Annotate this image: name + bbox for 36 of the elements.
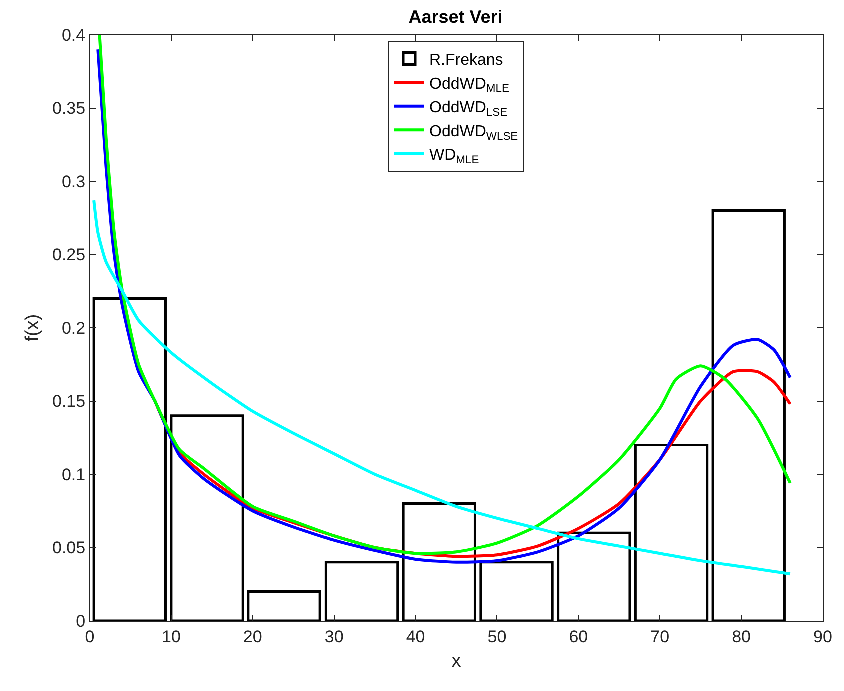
bar (712, 210, 786, 621)
y-tick-label: 0.25 (52, 246, 86, 265)
y-tick-label: 0.1 (62, 465, 86, 484)
bar (480, 561, 554, 621)
legend-label: OddWD$_{LSE}$ (430, 100, 508, 119)
legend-label: R.Frekans (430, 52, 504, 69)
x-tick-label: 10 (162, 627, 181, 646)
chart-title: Aarset Veri (408, 6, 503, 27)
y-tick-label: 0.3 (62, 172, 86, 192)
y-tick-label: 0.15 (52, 392, 86, 412)
legend-label: OddWD$_{WLSE}$ (430, 123, 518, 143)
bar (170, 414, 244, 621)
y-tick-label: 0.2 (62, 318, 86, 338)
y-tick-label: 0.35 (52, 99, 86, 118)
bar (634, 444, 709, 621)
y-tick-label: 0.4 (62, 26, 86, 45)
legend-label: OddWD$_{MLE}$ (430, 76, 510, 96)
bar (92, 297, 167, 621)
x-tick-label: 60 (569, 627, 588, 646)
x-tick-label: 30 (324, 627, 344, 646)
x-tick-label: 20 (243, 627, 262, 646)
x-tick-label: 70 (650, 627, 670, 646)
x-tick-label: 90 (814, 627, 832, 646)
bar (557, 532, 632, 621)
line-series (92, 199, 792, 576)
x-tick-label: 50 (488, 627, 507, 646)
y-tick-label: 0.05 (52, 538, 86, 558)
legend-label: WD$_{MLE}$ (430, 147, 480, 167)
y-tick-label: 0 (76, 612, 86, 631)
x-axis-title: x (452, 651, 462, 672)
bar (247, 590, 322, 621)
bar (402, 502, 476, 621)
y-axis-title: f(x) (22, 314, 44, 342)
x-tick-label: 80 (732, 627, 752, 646)
x-tick-label: 40 (406, 627, 426, 646)
bar (324, 561, 400, 621)
